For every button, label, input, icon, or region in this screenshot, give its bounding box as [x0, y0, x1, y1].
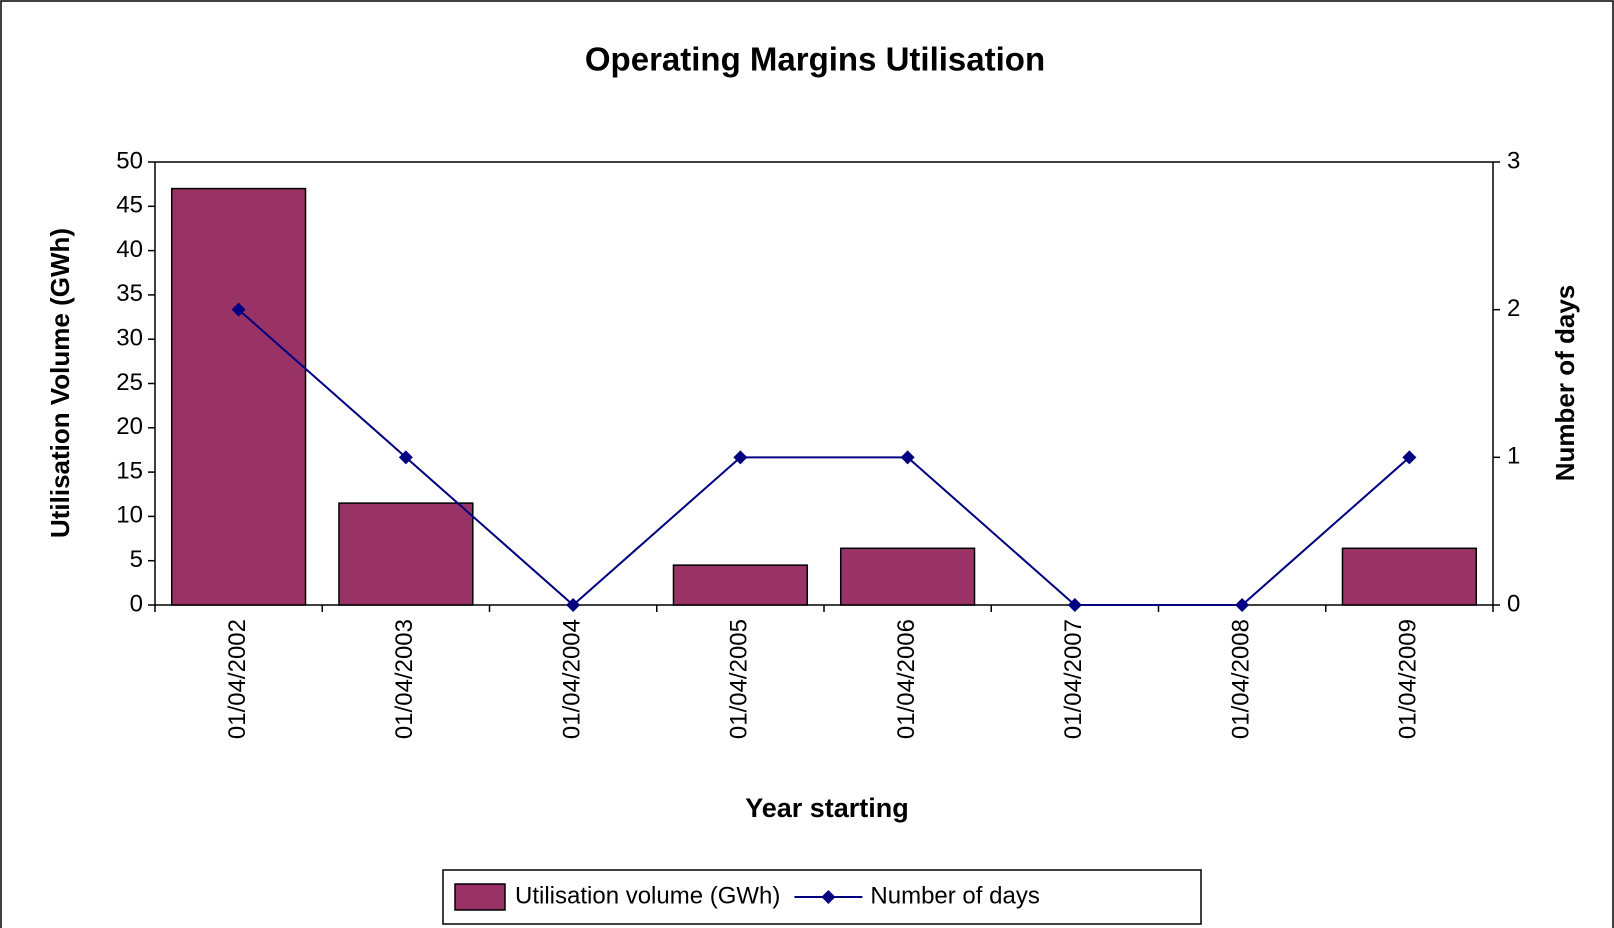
x-tick-label: 01/04/2006: [893, 619, 920, 739]
y-tick-label: 15: [116, 457, 143, 484]
y-tick-label: 35: [116, 280, 143, 307]
marker: [1235, 598, 1250, 612]
y2-tick-label: 0: [1507, 590, 1520, 617]
y2-tick-label: 1: [1507, 443, 1520, 470]
y-tick-label: 45: [116, 192, 143, 219]
marker: [231, 302, 246, 317]
x-tick-label: 01/04/2003: [391, 619, 418, 739]
y-axis-title: Utilisation Volume (GWh): [45, 228, 75, 538]
y2-tick-label: 2: [1507, 295, 1520, 322]
chart-title: Operating Margins Utilisation: [585, 41, 1045, 78]
x-axis-title: Year starting: [745, 793, 909, 823]
x-tick-label: 01/04/2002: [224, 619, 251, 739]
marker: [398, 450, 413, 465]
y-tick-label: 10: [116, 502, 143, 529]
bar: [1341, 547, 1478, 606]
y-tick-label: 30: [116, 325, 143, 352]
y-tick-label: 50: [116, 147, 143, 174]
x-tick-label: 01/04/2009: [1395, 619, 1422, 739]
bar: [839, 547, 976, 606]
marker: [733, 450, 748, 465]
line: [237, 308, 1411, 607]
marker: [1067, 598, 1082, 612]
legend-label: Utilisation volume (GWh): [515, 882, 780, 909]
marker: [1402, 450, 1417, 465]
legend-marker: [821, 890, 836, 904]
y-tick-label: 25: [116, 369, 143, 396]
x-tick-label: 01/04/2004: [558, 619, 585, 739]
x-tick-label: 01/04/2007: [1060, 619, 1087, 739]
y-tick-label: 0: [130, 590, 143, 617]
x-tick-label: 01/04/2008: [1227, 619, 1254, 739]
y-tick-label: 40: [116, 236, 143, 263]
y-tick-label: 5: [130, 546, 143, 573]
bar: [672, 564, 809, 606]
marker: [566, 598, 581, 612]
marker: [900, 450, 915, 465]
legend-label: Number of days: [870, 882, 1039, 909]
y2-tick-label: 3: [1507, 147, 1520, 174]
bar: [338, 502, 474, 606]
y-tick-label: 20: [116, 413, 143, 440]
legend-swatch: [454, 883, 506, 911]
y2-axis-title: Number of days: [1550, 285, 1580, 482]
bar: [170, 187, 307, 606]
x-tick-label: 01/04/2005: [726, 619, 753, 739]
